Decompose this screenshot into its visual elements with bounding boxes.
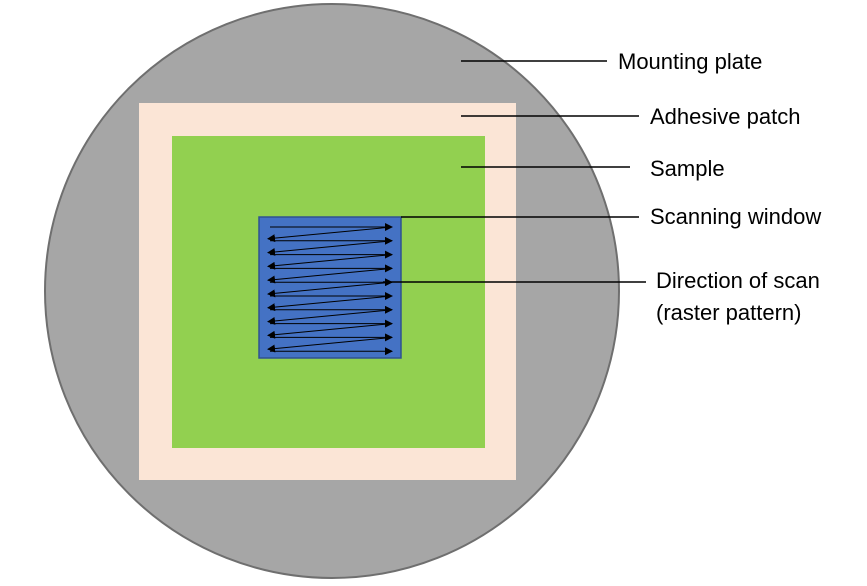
- label-direction-of-scan: Direction of scan: [656, 268, 820, 293]
- raster-return-pass: [267, 267, 393, 284]
- raster-return-pass: [267, 240, 393, 256]
- raster-return-pass: [267, 336, 393, 353]
- raster-return-pass: [267, 226, 393, 243]
- raster-scan-pattern: [267, 223, 393, 356]
- raster-return-pass: [267, 295, 393, 312]
- label-adhesive-patch: Adhesive patch: [650, 104, 800, 129]
- label-sample: Sample: [650, 156, 725, 181]
- scanning-window: [258, 216, 402, 359]
- label-raster-pattern: (raster pattern): [656, 300, 802, 325]
- raster-return-pass: [267, 309, 393, 325]
- raster-return-pass: [267, 323, 393, 339]
- raster-return-pass: [267, 254, 393, 270]
- label-scanning-window: Scanning window: [650, 204, 821, 229]
- label-mounting-plate: Mounting plate: [618, 49, 762, 74]
- raster-return-pass: [267, 281, 393, 298]
